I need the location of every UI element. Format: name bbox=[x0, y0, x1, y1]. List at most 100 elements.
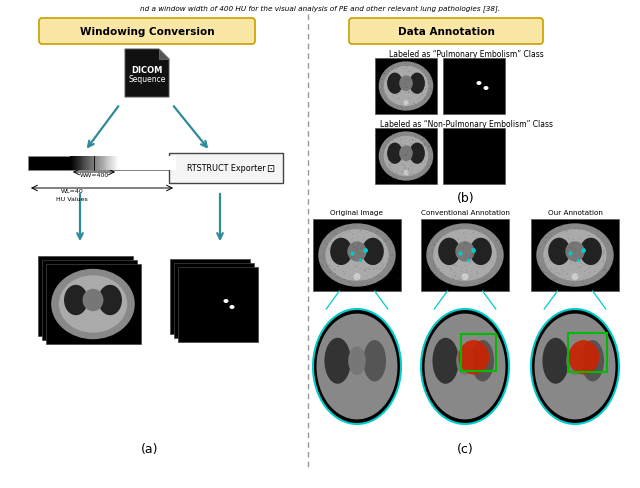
Ellipse shape bbox=[548, 238, 570, 265]
Bar bbox=[45, 264, 141, 345]
Point bbox=[575, 235, 585, 243]
Point bbox=[462, 269, 472, 277]
Point bbox=[573, 263, 583, 271]
Point bbox=[344, 244, 354, 252]
Point bbox=[419, 140, 429, 148]
Point bbox=[485, 256, 495, 264]
Point bbox=[388, 88, 399, 96]
Point bbox=[447, 261, 458, 269]
Point bbox=[429, 262, 440, 270]
Point bbox=[385, 109, 395, 117]
Point bbox=[352, 245, 362, 253]
Text: nd a window width of 400 HU for the visual analysis of PE and other relevant lun: nd a window width of 400 HU for the visu… bbox=[140, 5, 500, 12]
Bar bbox=[93, 157, 94, 171]
Point bbox=[387, 64, 397, 72]
Point bbox=[544, 258, 554, 265]
Point bbox=[376, 169, 386, 177]
Point bbox=[312, 242, 322, 250]
Point bbox=[385, 230, 396, 238]
Point bbox=[486, 245, 496, 253]
Point bbox=[458, 258, 468, 265]
Point bbox=[481, 249, 491, 257]
Point bbox=[442, 235, 452, 243]
Point bbox=[423, 170, 433, 178]
Point bbox=[422, 250, 432, 258]
Point bbox=[402, 108, 412, 116]
Point bbox=[467, 257, 477, 265]
Point bbox=[497, 245, 507, 253]
Ellipse shape bbox=[399, 76, 413, 92]
Point bbox=[420, 67, 430, 75]
Point bbox=[371, 179, 381, 186]
Point bbox=[539, 285, 549, 293]
Point bbox=[468, 250, 478, 258]
Point bbox=[310, 224, 320, 231]
Point bbox=[376, 149, 387, 157]
Point bbox=[396, 89, 406, 97]
Point bbox=[411, 134, 421, 142]
Point bbox=[326, 283, 337, 290]
Point bbox=[314, 239, 324, 246]
Point bbox=[532, 231, 542, 239]
Point bbox=[474, 236, 484, 244]
Point bbox=[598, 249, 609, 257]
Ellipse shape bbox=[531, 309, 619, 424]
Point bbox=[378, 76, 388, 84]
Point bbox=[329, 228, 339, 236]
Point bbox=[534, 265, 545, 273]
Point bbox=[449, 283, 459, 290]
Point bbox=[396, 103, 406, 111]
Point bbox=[404, 103, 414, 111]
Point bbox=[559, 248, 569, 256]
Point bbox=[580, 274, 591, 282]
Point bbox=[556, 252, 566, 260]
Point bbox=[406, 160, 416, 168]
Point bbox=[554, 233, 564, 241]
Point bbox=[385, 80, 395, 87]
Point bbox=[430, 171, 440, 179]
Point bbox=[420, 178, 431, 186]
Point bbox=[375, 81, 385, 89]
Point bbox=[335, 233, 345, 241]
Point bbox=[358, 276, 369, 284]
Point bbox=[430, 281, 440, 289]
Text: DICOM: DICOM bbox=[131, 65, 163, 75]
Point bbox=[584, 232, 594, 240]
Point bbox=[324, 245, 334, 253]
Point bbox=[385, 56, 396, 63]
Point bbox=[364, 285, 374, 293]
Bar bbox=[117, 157, 118, 171]
Point bbox=[375, 108, 385, 116]
Point bbox=[387, 132, 397, 140]
Point bbox=[435, 220, 445, 228]
Point bbox=[437, 270, 447, 278]
Point bbox=[592, 230, 602, 238]
Point bbox=[528, 245, 538, 253]
Point bbox=[423, 270, 433, 278]
Point bbox=[561, 275, 571, 283]
Point bbox=[323, 262, 333, 270]
Point bbox=[401, 152, 411, 160]
Point bbox=[555, 223, 565, 231]
Point bbox=[372, 98, 382, 105]
Point bbox=[392, 222, 403, 229]
Point bbox=[477, 222, 487, 230]
Point bbox=[410, 56, 420, 63]
Point bbox=[429, 81, 439, 89]
Point bbox=[376, 57, 386, 65]
Point bbox=[421, 101, 431, 108]
Point bbox=[487, 223, 497, 231]
Point bbox=[604, 278, 614, 286]
Point bbox=[386, 78, 396, 86]
Point bbox=[380, 68, 390, 76]
Point bbox=[430, 146, 440, 154]
Bar bbox=[75, 157, 76, 171]
Point bbox=[381, 154, 391, 162]
Ellipse shape bbox=[230, 305, 234, 309]
Point bbox=[405, 90, 415, 98]
FancyBboxPatch shape bbox=[349, 19, 543, 45]
Point bbox=[584, 239, 594, 246]
Point bbox=[376, 57, 386, 64]
Point bbox=[387, 106, 397, 114]
Point bbox=[488, 282, 498, 289]
